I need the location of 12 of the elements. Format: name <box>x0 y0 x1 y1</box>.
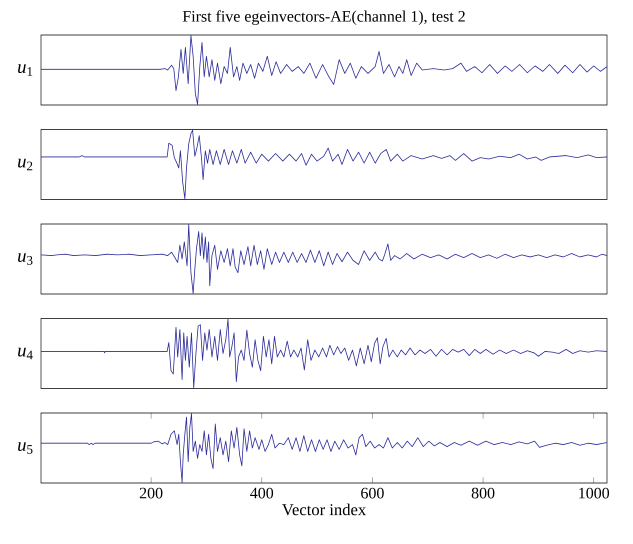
y-axis-title: u$_{3}$ <box>18 253 32 265</box>
x-tick-label: 200 <box>140 488 162 498</box>
chart-title: First five egeinvectors-AE(channel 1), test 2 <box>182 10 465 25</box>
y-axis-title: u$_{4}$ <box>18 348 33 360</box>
x-tick-label: 400 <box>250 488 274 498</box>
x-axis-title: Vector index <box>282 504 366 516</box>
x-tick-label: 1000 <box>579 488 610 498</box>
x-tick-label: 600 <box>361 488 384 498</box>
x-tick-label: 800 <box>472 488 494 498</box>
y-axis-title: u$_{1}$ <box>18 64 32 76</box>
y-axis-title: u$_{2}$ <box>18 158 32 170</box>
y-axis-title: u$_{5}$ <box>18 442 32 454</box>
